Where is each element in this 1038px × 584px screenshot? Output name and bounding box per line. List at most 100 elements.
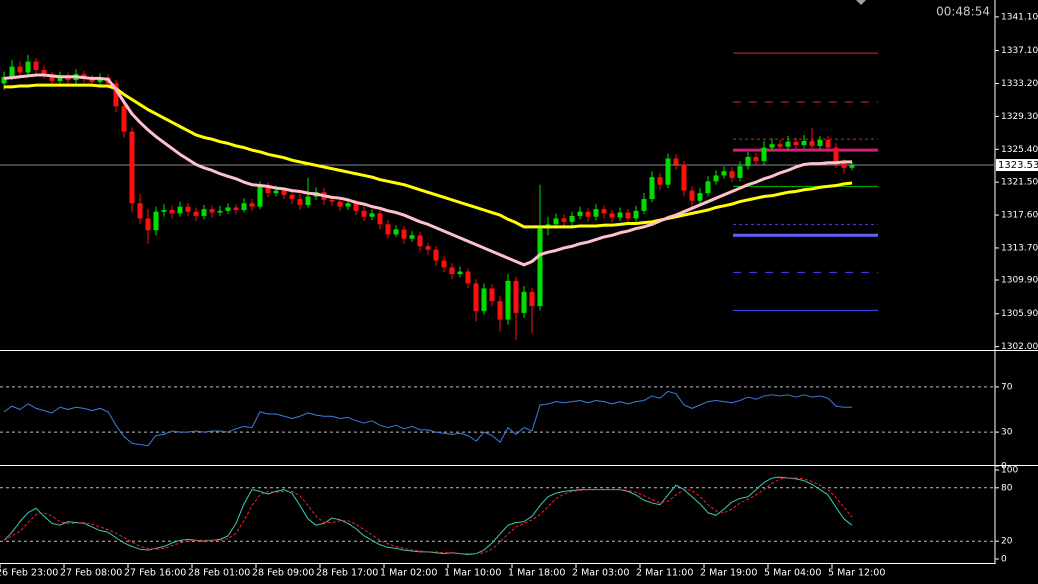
candle-body [649, 177, 655, 200]
candle-body [129, 131, 135, 204]
x-tick-label: 28 Feb 01:00 [188, 568, 250, 579]
candle-body [529, 291, 535, 307]
axes: 1341.10 1337.10 1333.20 1329.30 1325.40 1321.… [0, 12, 1038, 579]
candle-body [553, 218, 559, 225]
candle-body [345, 203, 351, 207]
candle-body [409, 235, 415, 239]
candle-body [209, 209, 215, 213]
candle-body [113, 83, 119, 107]
candle-body [793, 141, 799, 146]
x-tick-label: 28 Feb 09:00 [252, 568, 314, 579]
candle-body [361, 210, 367, 217]
candle-body [201, 209, 207, 216]
candle-body [377, 213, 383, 225]
x-tick-label: 5 Mar 12:00 [828, 568, 885, 579]
last-price-box [996, 159, 1038, 172]
candle-body [57, 76, 63, 81]
candle-body [145, 218, 151, 231]
candle-body [697, 193, 703, 201]
candle-body [777, 144, 783, 147]
y-tick-label: 1317.60 [1001, 211, 1038, 221]
candle-body [729, 171, 735, 178]
candle-body [337, 201, 343, 207]
series-line [3, 390, 852, 447]
candle-body [569, 215, 575, 222]
y-tick-label: 0 [1001, 462, 1007, 472]
x-tick-label: 2 Mar 11:00 [636, 568, 693, 579]
candle-body [617, 212, 623, 218]
candle-body [721, 171, 727, 176]
candle-body [577, 211, 583, 216]
candle-body [833, 147, 839, 163]
candle-body [441, 260, 447, 268]
candle-body [745, 156, 751, 167]
candle-body [809, 140, 815, 146]
price-panel [0, 52, 995, 340]
series-line [3, 73, 852, 267]
candle-body [257, 186, 263, 207]
candle-body [593, 209, 599, 217]
y-tick-label: 1329.30 [1001, 112, 1038, 122]
candle-body [265, 186, 271, 194]
x-tick-label: 1 Mar 10:00 [444, 568, 501, 579]
candle-body [305, 196, 311, 205]
series-line [4, 83, 853, 229]
x-tick-label: 2 Mar 19:00 [700, 568, 757, 579]
candle-body [241, 203, 247, 210]
candle-body [281, 190, 287, 195]
y-tick-label: 80 [1001, 483, 1013, 493]
candle-body [505, 280, 511, 320]
x-tick-label: 2 Mar 03:00 [572, 568, 629, 579]
candle-body [785, 141, 791, 147]
x-tick-label: 27 Feb 08:00 [60, 568, 122, 579]
candle-body [177, 206, 183, 214]
candle-body [185, 206, 191, 212]
y-tick-label: 0 [1001, 555, 1007, 565]
x-tick-label: 26 Feb 23:00 [0, 568, 58, 579]
candle-body [1, 76, 7, 84]
candle-body [737, 166, 743, 178]
last-price-label: 1323.53 [998, 160, 1038, 171]
candle-body [121, 106, 127, 132]
candle-body [329, 199, 335, 202]
candle-body [481, 288, 487, 312]
x-tick-label: 1 Mar 02:00 [380, 568, 437, 579]
y-tick-label: 1305.90 [1001, 309, 1038, 319]
candle-body [761, 147, 767, 162]
candle-body [137, 203, 143, 219]
candle-body [537, 228, 543, 307]
candle-body [689, 190, 695, 201]
candle-body [673, 158, 679, 165]
candle-body [425, 246, 431, 250]
candle-body [625, 212, 631, 219]
y-tick-label: 1333.20 [1001, 79, 1038, 89]
candle-body [497, 301, 503, 320]
candle-body [449, 267, 455, 275]
candle-body [641, 199, 647, 211]
candle-body [393, 229, 399, 235]
candle-body [817, 140, 823, 146]
y-tick-label: 1313.70 [1001, 243, 1038, 253]
candle-body [353, 203, 359, 211]
y-tick-label: 70 [1001, 382, 1013, 392]
candle-body [585, 211, 591, 217]
y-tick-label: 1325.40 [1001, 145, 1038, 155]
candle-body [433, 249, 439, 261]
candle-body [417, 235, 423, 247]
candle-body [41, 70, 47, 76]
shift-marker [856, 0, 866, 5]
y-tick-label: 1302.00 [1001, 342, 1038, 352]
candle-body [289, 194, 295, 200]
y-tick-label: 1321.50 [1001, 178, 1038, 188]
candle-body [217, 210, 223, 213]
candle-body [385, 224, 391, 235]
series-line [3, 477, 853, 555]
x-tick-label: 28 Feb 17:00 [316, 568, 378, 579]
candle-body [753, 156, 759, 162]
candle-body [841, 162, 847, 168]
candle-body [153, 211, 159, 231]
candle-body [169, 210, 175, 214]
candle-body [9, 66, 15, 77]
x-tick-label: 27 Feb 16:00 [124, 568, 186, 579]
